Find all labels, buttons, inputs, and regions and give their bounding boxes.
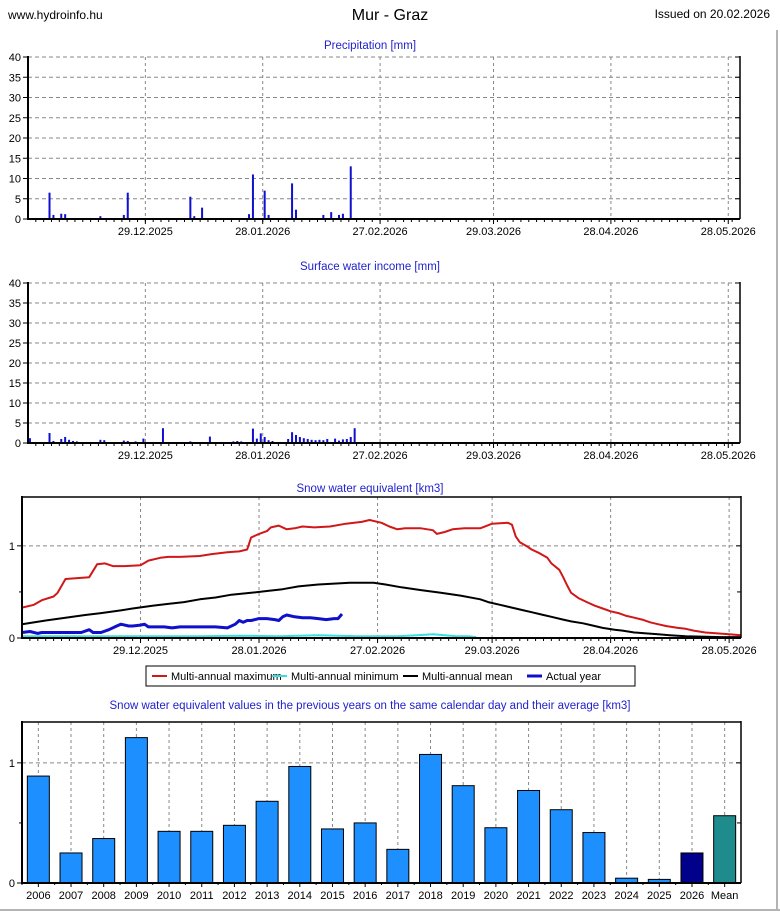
svg-text:28.01.2026: 28.01.2026: [232, 645, 287, 657]
svg-text:20: 20: [9, 133, 21, 145]
svg-text:5: 5: [15, 418, 21, 430]
svg-text:2007: 2007: [59, 890, 83, 902]
svg-text:Actual year: Actual year: [546, 671, 601, 683]
svg-text:2011: 2011: [190, 890, 214, 902]
svg-text:Multi-annual minimum: Multi-annual minimum: [291, 671, 399, 683]
svg-text:29.12.2025: 29.12.2025: [118, 226, 173, 238]
svg-text:Mean: Mean: [711, 890, 739, 902]
issued-date: Issued on 20.02.2026: [654, 7, 770, 21]
svg-text:Multi-annual maximum: Multi-annual maximum: [171, 671, 282, 683]
svg-text:2020: 2020: [484, 890, 508, 902]
svg-text:29.12.2025: 29.12.2025: [113, 645, 168, 657]
svg-text:2017: 2017: [386, 890, 410, 902]
svg-text:2008: 2008: [91, 890, 115, 902]
svg-text:2025: 2025: [647, 890, 671, 902]
svg-text:40: 40: [9, 52, 21, 64]
svg-text:2014: 2014: [288, 890, 312, 902]
svg-text:28.04.2026: 28.04.2026: [583, 450, 638, 462]
snow-water-chart-title: Snow water equivalent [km3]: [296, 483, 444, 495]
svg-text:27.02.2026: 27.02.2026: [350, 645, 405, 657]
svg-text:1: 1: [9, 541, 15, 553]
svg-text:2026: 2026: [680, 890, 704, 902]
svg-text:29.03.2026: 29.03.2026: [466, 226, 521, 238]
svg-text:10: 10: [9, 174, 21, 186]
svg-text:25: 25: [9, 338, 21, 350]
svg-text:30: 30: [9, 93, 21, 105]
svg-text:2010: 2010: [157, 890, 181, 902]
svg-text:2009: 2009: [124, 890, 148, 902]
svg-text:2022: 2022: [549, 890, 573, 902]
svg-text:0: 0: [15, 214, 21, 226]
bottom-divider: [0, 909, 780, 911]
svg-text:29.03.2026: 29.03.2026: [466, 450, 521, 462]
svg-text:Multi-annual mean: Multi-annual mean: [422, 671, 513, 683]
precipitation-chart-canvas: 0 5 10 15 20 25 30 35 40 29.12.2025 28.01.2026 27.0…: [9, 52, 756, 238]
svg-text:2018: 2018: [418, 890, 442, 902]
svg-text:2012: 2012: [222, 890, 246, 902]
svg-text:28.05.2026: 28.05.2026: [701, 226, 756, 238]
site-url[interactable]: www.hydroinfo.hu: [8, 8, 103, 22]
svg-text:5: 5: [15, 194, 21, 206]
svg-text:0: 0: [15, 438, 21, 450]
svg-text:2021: 2021: [516, 890, 540, 902]
svg-text:15: 15: [9, 153, 21, 165]
svg-text:25: 25: [9, 113, 21, 125]
svg-text:2019: 2019: [451, 890, 475, 902]
year-comparison-chart-canvas: 0 1 2006 2007 2008 2009 2010 2011 2012 2013 2014 20…: [9, 721, 742, 902]
svg-text:29.12.2025: 29.12.2025: [118, 450, 173, 462]
svg-text:2006: 2006: [26, 890, 50, 902]
svg-text:35: 35: [9, 72, 21, 84]
svg-text:10: 10: [9, 398, 21, 410]
svg-text:2023: 2023: [582, 890, 606, 902]
svg-text:27.02.2026: 27.02.2026: [353, 226, 408, 238]
precipitation-chart-title: Precipitation [mm]: [323, 40, 417, 52]
svg-text:40: 40: [9, 278, 21, 290]
svg-text:28.05.2026: 28.05.2026: [702, 645, 757, 657]
svg-text:15: 15: [9, 378, 21, 390]
svg-text:20: 20: [9, 358, 21, 370]
svg-text:0: 0: [9, 878, 15, 890]
svg-text:28.01.2026: 28.01.2026: [235, 450, 290, 462]
svg-text:2015: 2015: [320, 890, 344, 902]
svg-text:35: 35: [9, 298, 21, 310]
svg-text:1: 1: [9, 758, 15, 770]
right-divider: [776, 30, 778, 911]
svg-text:29.03.2026: 29.03.2026: [465, 645, 520, 657]
svg-text:2013: 2013: [255, 890, 279, 902]
surface-water-chart-canvas: 0 5 10 15 20 25 30 35 40 29.12.2025 28.01.2026 27.0…: [9, 278, 756, 462]
svg-text:28.04.2026: 28.04.2026: [583, 226, 638, 238]
svg-text:27.02.2026: 27.02.2026: [353, 450, 408, 462]
year-comparison-chart-title: Snow water equivalent values in the prev…: [109, 700, 631, 712]
surface-water-chart-title: Surface water income [mm]: [300, 261, 440, 273]
svg-text:2024: 2024: [614, 890, 638, 902]
svg-text:2016: 2016: [353, 890, 377, 902]
svg-text:28.01.2026: 28.01.2026: [235, 226, 290, 238]
svg-text:0: 0: [9, 633, 15, 645]
svg-text:28.05.2026: 28.05.2026: [701, 450, 756, 462]
svg-text:28.04.2026: 28.04.2026: [583, 645, 638, 657]
snow-water-chart-canvas: 0 1 29.12.2025 28.01.2026 27.02.2026 29.03.20…: [9, 496, 757, 687]
svg-text:30: 30: [9, 318, 21, 330]
page-title: Mur - Graz: [351, 7, 429, 24]
